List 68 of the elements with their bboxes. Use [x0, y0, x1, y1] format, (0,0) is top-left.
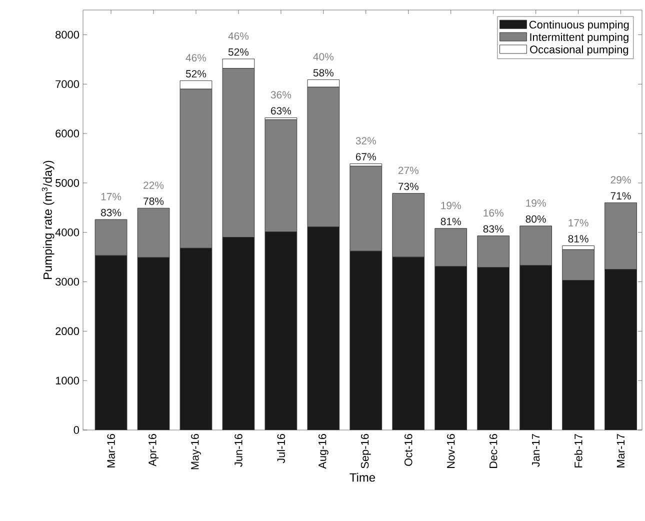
bar	[477, 236, 510, 268]
x-tick-label: May-16	[191, 434, 201, 470]
y-tick-label: 0	[74, 426, 80, 434]
y-tick-label: 2000	[56, 327, 80, 336]
x-tick-label: Sep-16	[360, 434, 371, 468]
bar	[477, 267, 510, 430]
annotation: 81%	[440, 218, 461, 226]
x-tick-label: Mar-17	[616, 434, 625, 468]
bar	[350, 251, 382, 430]
annotation: 17%	[568, 219, 588, 226]
annotation: 81%	[568, 235, 588, 243]
legend-label: Occasional pumping	[530, 45, 628, 56]
x-tick-label: Aug-16	[318, 434, 328, 469]
annotation: 29%	[610, 176, 631, 184]
y-tick-label: 6000	[56, 130, 80, 138]
annotation: 80%	[526, 215, 546, 223]
y-tick-label: 5000	[56, 179, 80, 187]
bar	[95, 256, 127, 430]
x-tick-label: Jan-17	[532, 434, 540, 467]
annotation: 22%	[144, 182, 164, 189]
x-tick-label: Nov-16	[446, 434, 455, 468]
annotation: 32%	[356, 137, 376, 144]
bar	[180, 248, 212, 430]
x-tick-label: Apr-16	[148, 434, 158, 466]
x-tick-label: Oct-16	[404, 434, 412, 466]
annotation: 46%	[228, 32, 249, 40]
bar	[307, 226, 340, 430]
annotation: 17%	[101, 193, 122, 200]
bar	[562, 249, 594, 281]
annotation: 67%	[356, 153, 376, 160]
annotation: 63%	[271, 107, 292, 115]
bar	[434, 266, 467, 430]
bar	[222, 237, 254, 430]
y-axis-title: Pumping rate (m$^{3}$/day)	[42, 160, 54, 279]
legend-label: Continuous pumping	[529, 20, 629, 31]
y-tick-label: 7000	[56, 80, 80, 88]
annotation: 27%	[398, 166, 418, 174]
y-tick-label: 1000	[56, 376, 80, 384]
legend-label: Intermittent pumping	[530, 32, 628, 44]
bar	[604, 269, 637, 430]
annotation: 19%	[526, 199, 546, 207]
x-tick-label: Mar-16	[107, 434, 115, 468]
y-tick-label: 4000	[55, 228, 80, 236]
annotation: 83%	[483, 225, 504, 233]
annotation: 16%	[484, 209, 504, 217]
annotation: 36%	[270, 91, 292, 99]
annotation: 58%	[313, 69, 334, 76]
x-tick-label: Feb-17	[574, 434, 582, 468]
annotation: 46%	[186, 54, 206, 62]
annotation: 73%	[398, 182, 418, 190]
annotation: 52%	[186, 70, 206, 78]
x-tick-label: Dec-16	[489, 434, 498, 468]
y-tick-label: 8000	[56, 30, 80, 39]
bar	[392, 257, 424, 430]
x-tick-label: Jun-16	[234, 434, 242, 467]
annotation: 52%	[228, 48, 249, 56]
x-axis-title: Time	[350, 472, 376, 482]
annotation: 83%	[101, 208, 122, 216]
x-tick-label: Jul-16	[276, 434, 285, 464]
bar	[138, 258, 170, 430]
y-tick-label: 3000	[56, 278, 80, 286]
annotation: 19%	[441, 202, 461, 210]
annotation: 40%	[313, 53, 334, 60]
annotation: 78%	[144, 198, 164, 205]
annotation: 71%	[610, 192, 631, 200]
bar	[520, 265, 552, 430]
bar	[265, 232, 297, 430]
bar	[562, 280, 594, 430]
